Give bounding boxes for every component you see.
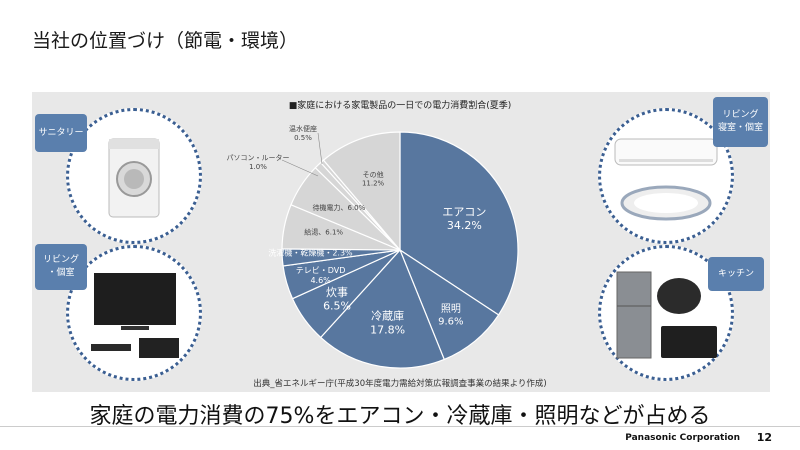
slice-label: 温水便座 0.5% bbox=[289, 124, 317, 142]
slice-label: 洗濯機・乾燥機・2.3% bbox=[268, 248, 353, 258]
living-bedroom-tag-left-text: リビング ・個室 bbox=[42, 255, 79, 278]
tv-recorder-icon bbox=[91, 273, 179, 358]
living-bedroom-tag-left: リビング ・個室 bbox=[35, 244, 87, 290]
kitchen-tag: キッチン bbox=[708, 257, 764, 291]
chart-source: 出典_省エネルギー庁(平成30年度電力需給対策広報調査事業の結果より作成) bbox=[253, 378, 547, 389]
sanitary-tag: サニタリー bbox=[35, 114, 87, 152]
page-number: 12 bbox=[756, 431, 772, 444]
kitchen-appliances-icon bbox=[616, 271, 717, 359]
sanitary-bubble bbox=[66, 108, 202, 244]
footer-divider bbox=[0, 426, 800, 427]
living-bedroom-bubble-left bbox=[66, 245, 202, 381]
living-bedroom-tag-top: リビング 寝室・個室 bbox=[713, 97, 768, 147]
leader-line bbox=[281, 159, 319, 177]
living-bedroom-tag-top-text: リビング 寝室・個室 bbox=[717, 110, 763, 133]
slice-label: 炊事 6.5% bbox=[323, 286, 351, 313]
headline: 家庭の電力消費の75%をエアコン・冷蔵庫・照明などが占める bbox=[89, 404, 711, 429]
slice-label: エアコン 34.2% bbox=[442, 205, 486, 232]
slide-title: 当社の位置づけ（節電・環境） bbox=[32, 30, 299, 52]
slice-label: 給湯、6.1% bbox=[304, 227, 343, 236]
chart-title: ■家庭における家電製品の一日での電力消費割合(夏季) bbox=[289, 99, 512, 111]
slice-label: テレビ・DVD 4.6% bbox=[296, 266, 346, 285]
slice-label: パソコン・ルーター 1.0% bbox=[227, 153, 290, 171]
washing-machine-icon bbox=[108, 138, 160, 218]
slice-label: 待機電力、6.0% bbox=[313, 203, 366, 212]
aircon-light-icon bbox=[614, 138, 718, 221]
pie-slice bbox=[319, 248, 445, 369]
leader-line bbox=[317, 132, 323, 165]
slice-label: 照明 9.6% bbox=[438, 303, 463, 328]
living-bedroom-bubble-top bbox=[598, 108, 734, 244]
brand-name: Panasonic Corporation bbox=[625, 433, 740, 443]
slice-label: その他 11.2% bbox=[362, 170, 385, 188]
slice-label: 冷蔵庫 17.8% bbox=[370, 309, 405, 337]
pie-slice bbox=[322, 131, 401, 252]
